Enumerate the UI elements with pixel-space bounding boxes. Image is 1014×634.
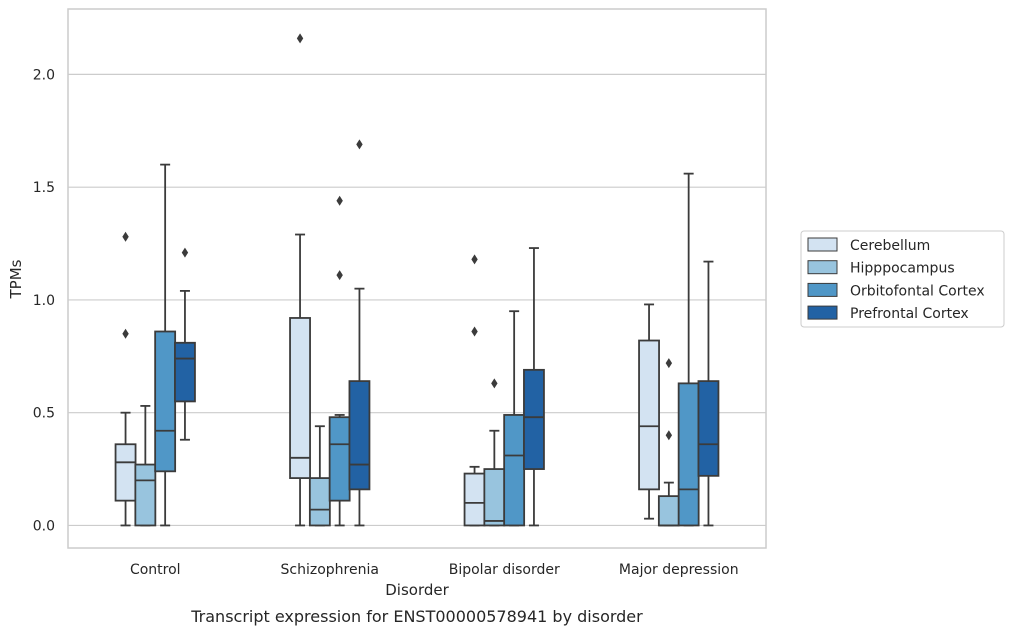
x-tick-label: Schizophrenia [281, 562, 379, 578]
x-tick-labels: Control Schizophrenia Bipolar disorder Majo… [130, 562, 739, 578]
box-orbitofontal-cortex [503, 310, 526, 527]
box-prefrontal-cortex [174, 247, 196, 441]
box-orbitofontal-cortex [328, 195, 351, 527]
box-iqr [697, 380, 720, 477]
outlier-point [336, 195, 343, 206]
box-hipppocampus [308, 425, 331, 527]
legend-swatch [807, 305, 838, 320]
box-iqr [483, 468, 506, 527]
box-iqr [154, 330, 177, 473]
y-tick-label: 1.0 [33, 293, 55, 309]
boxes-layer [114, 33, 720, 527]
legend-label: Hipppocampus [850, 261, 955, 277]
plot-frame [67, 8, 767, 549]
outlier-point [336, 270, 343, 281]
box-cerebellum [114, 231, 137, 527]
legend-swatch [807, 237, 838, 252]
box-iqr [523, 368, 545, 470]
box-iqr [657, 495, 680, 527]
outlier-point [181, 247, 189, 258]
outlier-point [665, 430, 673, 441]
outlier-point [122, 328, 129, 339]
box-iqr [463, 472, 486, 527]
box-iqr [503, 414, 526, 527]
box-iqr [174, 341, 196, 403]
outlier-point [471, 326, 478, 337]
chart-caption: Transcript expression for ENST0000057894… [190, 607, 643, 626]
outlier-point [296, 33, 304, 44]
box-prefrontal-cortex [697, 260, 720, 527]
box-iqr [677, 382, 700, 527]
box-iqr [134, 463, 157, 527]
box-cerebellum [463, 254, 486, 527]
box-iqr [348, 380, 371, 491]
box-iqr [328, 416, 351, 502]
outlier-point [491, 378, 498, 389]
box-iqr [308, 477, 331, 527]
box-iqr [289, 317, 311, 479]
outlier-point [356, 139, 363, 150]
legend-label: Prefrontal Cortex [850, 306, 969, 322]
outlier-point [665, 358, 673, 369]
outlier-point [471, 254, 478, 265]
box-prefrontal-cortex [523, 247, 545, 527]
box-cerebellum [289, 33, 311, 527]
y-axis-label: TPMs [7, 259, 25, 299]
box-iqr [114, 443, 137, 502]
box-hipppocampus [134, 405, 157, 527]
y-tick-label: 1.5 [33, 180, 55, 196]
y-tick-labels: 0.0 0.5 1.0 1.5 2.0 [33, 67, 55, 534]
box-prefrontal-cortex [348, 139, 371, 527]
legend-frame [800, 230, 1005, 328]
outlier-point [122, 231, 129, 242]
legend-label: Cerebellum [850, 238, 930, 254]
legend: Cerebellum Hipppocampus Orbitofontal Corte… [800, 230, 1005, 328]
box-hipppocampus [657, 358, 680, 527]
x-axis-label: Disorder [385, 581, 449, 599]
legend-swatch [807, 282, 838, 297]
legend-label: Orbitofontal Cortex [850, 283, 985, 299]
y-tick-label: 0.0 [33, 518, 55, 534]
x-tick-label: Control [130, 562, 181, 578]
box-cerebellum [638, 303, 660, 520]
box-iqr [638, 339, 660, 491]
x-tick-label: Bipolar disorder [449, 562, 560, 578]
y-tick-label: 2.0 [33, 67, 55, 83]
x-tick-label: Major depression [619, 562, 739, 578]
y-tick-label: 0.5 [33, 406, 55, 422]
legend-swatch [807, 260, 838, 275]
